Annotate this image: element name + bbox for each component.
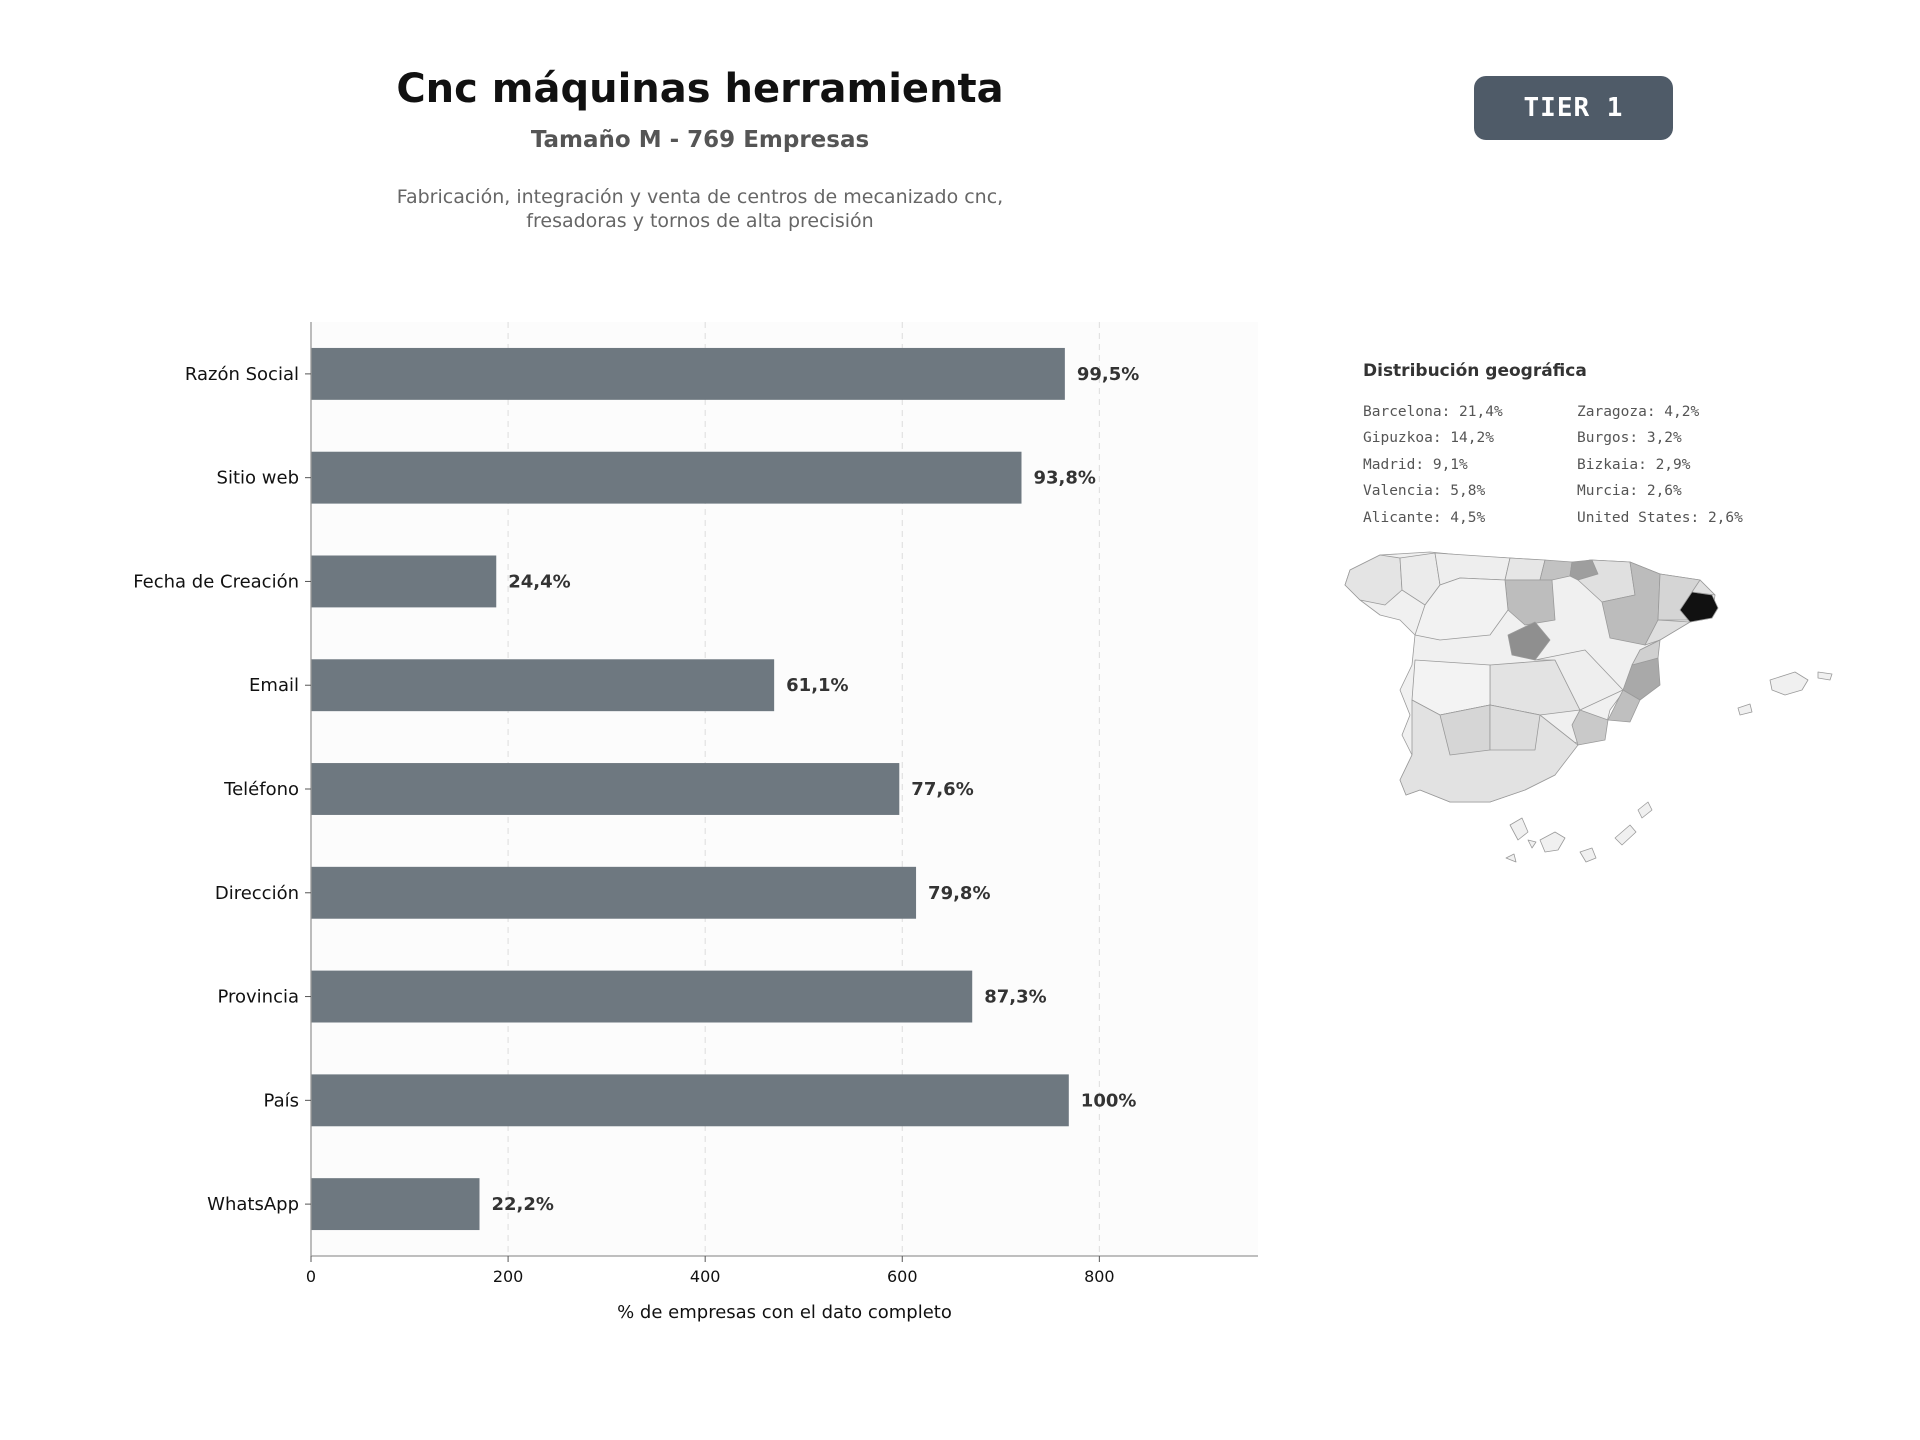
page-title: Cnc máquinas herramienta — [396, 66, 1004, 112]
geo-entry: Bizkaia: 2,9% — [1577, 456, 1691, 473]
category-label: WhatsApp — [207, 1194, 299, 1215]
x-tick-label: 0 — [306, 1267, 316, 1286]
bar-data-label: 93,8% — [1033, 468, 1095, 489]
x-tick-label: 800 — [1084, 1267, 1115, 1286]
geo-entry: Burgos: 3,2% — [1577, 430, 1682, 447]
category-label: Dirección — [215, 883, 299, 904]
bar — [311, 555, 497, 608]
description-line: Fabricación, integración y venta de cent… — [396, 186, 1004, 208]
bar-data-label: 99,5% — [1077, 364, 1139, 385]
bar — [311, 451, 1022, 504]
tier-badge: TIER 1 — [1474, 76, 1673, 140]
bar-data-label: 22,2% — [492, 1194, 554, 1215]
bar — [311, 763, 900, 815]
geo-entry: Barcelona: 21,4% — [1363, 404, 1503, 420]
category-label: Provincia — [217, 987, 299, 1008]
category-label: Razón Social — [185, 364, 299, 385]
page-subtitle: Tamaño M - 769 Empresas — [530, 127, 870, 153]
geo-entry: Murcia: 2,6% — [1577, 483, 1682, 500]
description-line: fresadoras y tornos de alta precisión — [526, 210, 874, 232]
bar-data-label: 87,3% — [984, 987, 1046, 1008]
geo-entry: Zaragoza: 4,2% — [1577, 404, 1700, 420]
bar — [311, 1178, 480, 1231]
bar-data-label: 61,1% — [786, 675, 848, 696]
geo-entry: Alicante: 4,5% — [1363, 509, 1486, 526]
geo-distribution-list: Barcelona: 21,4% Zaragoza: 4,2% Gipuzkoa… — [1363, 399, 1777, 531]
bar — [311, 866, 917, 919]
bar-data-label: 79,8% — [928, 883, 990, 904]
category-label: Email — [249, 675, 299, 696]
bar-data-label: 24,4% — [508, 571, 570, 592]
category-label: Teléfono — [223, 779, 299, 800]
geo-distribution-title: Distribución geográfica — [1363, 361, 1587, 381]
geo-entry: United States: 2,6% — [1577, 509, 1743, 526]
bar — [311, 347, 1065, 400]
spain-provinces-map-icon — [1344, 551, 1833, 863]
x-tick-label: 400 — [690, 1267, 721, 1286]
bar-data-label: 100% — [1081, 1090, 1137, 1111]
geo-entry: Gipuzkoa: 14,2% — [1363, 430, 1494, 447]
category-label: Sitio web — [217, 468, 299, 489]
x-tick-label: 200 — [493, 1267, 524, 1286]
bar — [311, 970, 973, 1023]
x-axis-label: % de empresas con el dato completo — [617, 1302, 952, 1323]
completeness-bar-chart: 0 200 400 600 800 % de empresas con el dato c… — [133, 322, 1258, 1323]
sector-description: Fabricación, integración y venta de cent… — [300, 185, 1100, 233]
x-tick-label: 600 — [887, 1267, 918, 1286]
bar-data-label: 77,6% — [911, 779, 973, 800]
geo-entry: Madrid: 9,1% — [1363, 456, 1468, 473]
category-label: Fecha de Creación — [133, 571, 299, 592]
bar — [311, 1074, 1069, 1127]
geo-entry: Valencia: 5,8% — [1363, 483, 1486, 500]
bar — [311, 659, 775, 712]
category-label: País — [264, 1090, 299, 1111]
